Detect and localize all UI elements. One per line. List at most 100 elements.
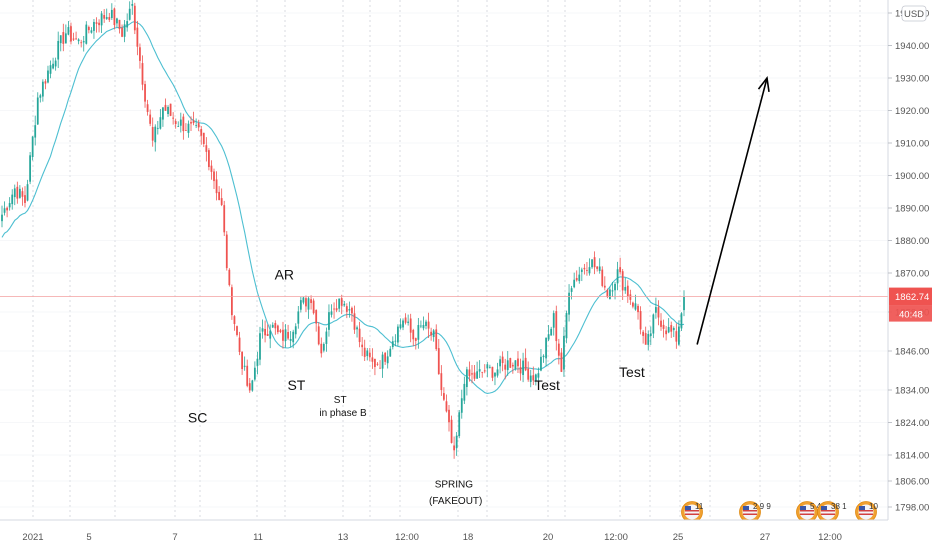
candle: [133, 2, 136, 35]
candle: [236, 325, 238, 337]
candle: [522, 352, 524, 383]
candle: [200, 125, 203, 145]
candle-body: [463, 383, 466, 401]
candle: [624, 277, 627, 294]
candle: [243, 356, 246, 371]
event-badges-layer[interactable]: 112 9 95 4 238 110: [681, 501, 879, 523]
candle: [322, 342, 325, 353]
candle: [481, 371, 484, 378]
candle: [374, 358, 376, 376]
candle-body: [356, 327, 358, 330]
annotation-label: ST: [287, 377, 305, 393]
event-badge-flag-stripe: [821, 513, 835, 515]
candle: [335, 299, 338, 313]
candle: [36, 92, 39, 125]
candle: [632, 301, 634, 309]
candle-body: [41, 81, 44, 97]
annotation-label: in phase B: [319, 408, 367, 419]
candle: [276, 324, 279, 335]
candle-body: [195, 125, 198, 126]
candle: [675, 323, 678, 349]
candle-body: [609, 289, 611, 300]
currency-button[interactable]: USD: [901, 5, 927, 22]
candle: [118, 19, 121, 34]
trend-arrow-head: [757, 76, 770, 93]
candle: [672, 326, 675, 338]
candle: [103, 9, 106, 23]
candle-body: [103, 15, 106, 19]
candle-body: [144, 84, 146, 102]
candle: [371, 348, 374, 369]
y-axis[interactable]: 1798.00 1806.00 1814.00 1824.00 1834.00 1846.…: [887, 0, 932, 550]
candle: [215, 171, 218, 201]
candle-body: [154, 126, 157, 143]
candle-body: [361, 344, 364, 348]
candle-body: [465, 369, 468, 388]
candle: [616, 261, 619, 291]
candle-body: [218, 191, 221, 200]
candle: [361, 337, 364, 357]
candle: [678, 320, 680, 346]
candle: [545, 337, 547, 367]
candle-body: [529, 375, 532, 382]
candle-body: [586, 270, 588, 271]
candle-body: [164, 104, 167, 111]
moving-average-line: [1, 21, 685, 394]
candle-body: [251, 380, 254, 391]
annotation-label: ST: [334, 395, 347, 406]
candle-body: [67, 27, 70, 35]
candle: [141, 55, 144, 91]
candle: [494, 372, 496, 386]
candle-body: [21, 191, 24, 197]
candle-body: [555, 311, 558, 342]
candle-body: [532, 375, 535, 381]
candle-body: [98, 22, 100, 26]
candle: [407, 314, 410, 326]
event-badge-flag-canton: [685, 506, 691, 510]
event-badge[interactable]: 2 9 9: [739, 501, 772, 523]
candle-body: [386, 356, 389, 364]
last-price-value: 1862.74: [895, 292, 929, 303]
candle-body: [141, 63, 144, 85]
candle: [210, 160, 213, 180]
candle: [85, 21, 88, 45]
candle: [13, 184, 16, 206]
x-axis[interactable]: 2021 5 7 11 13 12:00 18 20 12:00 25 27 12:00: [0, 519, 932, 550]
candle: [550, 326, 553, 336]
event-badge[interactable]: 38 1: [817, 501, 848, 523]
candle: [317, 322, 320, 346]
candle-body: [458, 412, 461, 437]
candle-body: [614, 283, 616, 291]
candle-body: [404, 317, 407, 323]
candle-body: [215, 179, 218, 194]
candle-body: [200, 129, 203, 136]
event-badge[interactable]: 11: [681, 501, 704, 523]
annotation-label: SC: [188, 410, 207, 426]
candle-body: [368, 352, 371, 358]
candle-body: [655, 307, 657, 313]
candle: [93, 18, 95, 39]
candle: [297, 305, 300, 329]
candle-body: [246, 365, 249, 386]
candle-body: [560, 352, 563, 372]
candle-body: [575, 277, 578, 281]
candle-body: [182, 116, 185, 132]
candle-body: [187, 123, 190, 133]
candle-body: [335, 308, 338, 311]
y-tick-label: 1880.00: [895, 236, 929, 247]
candle-body: [26, 184, 29, 201]
candle: [345, 303, 348, 319]
candle-body: [683, 296, 685, 311]
candle-body: [177, 126, 180, 127]
y-tick-label: 1930.00: [895, 74, 929, 85]
candle: [123, 20, 126, 43]
candle-body: [637, 305, 639, 313]
candle-body: [486, 364, 489, 369]
event-badge[interactable]: 10: [855, 501, 879, 523]
candle: [348, 301, 351, 318]
candle-body: [29, 155, 31, 182]
candle: [24, 186, 26, 208]
candle-body: [110, 9, 113, 19]
